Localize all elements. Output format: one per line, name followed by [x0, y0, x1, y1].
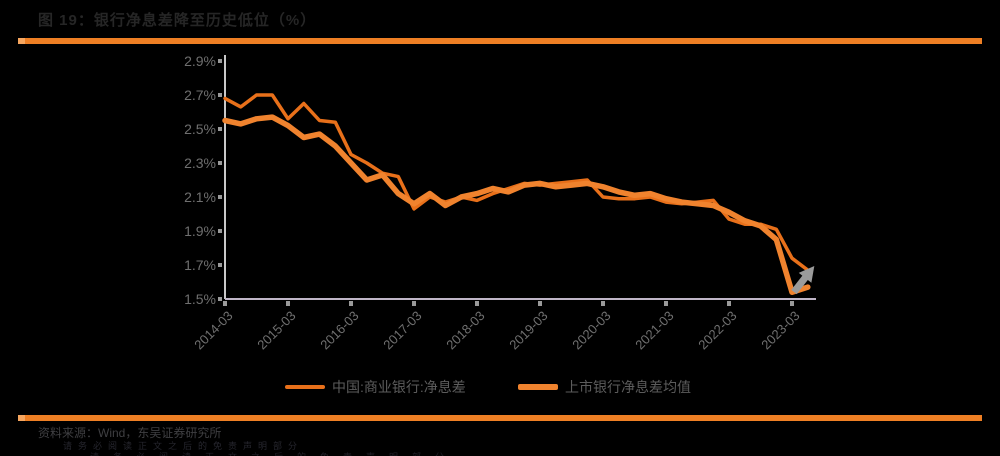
- y-tick-mark: [218, 229, 222, 233]
- legend-swatch-thick-line: [518, 384, 558, 390]
- y-tick-mark: [218, 93, 222, 97]
- legend-item-listed-banks: 上市银行净息差均值: [518, 378, 691, 396]
- y-tick-label: 2.5%: [184, 121, 216, 137]
- x-tick-label: 2014-03: [191, 308, 236, 353]
- x-tick-label: 2020-03: [569, 308, 614, 353]
- y-tick-mark: [218, 161, 222, 165]
- trend-arrow-icon: [791, 265, 815, 295]
- y-tick-label: 2.7%: [184, 87, 216, 103]
- x-tick-mark: [727, 301, 731, 306]
- y-tick-mark: [218, 127, 222, 131]
- x-tick-label: 2017-03: [380, 308, 425, 353]
- legend-item-commercial-banks: 中国:商业银行:净息差: [285, 378, 466, 396]
- y-tick-label: 2.3%: [184, 155, 216, 171]
- y-tick-mark: [218, 59, 222, 63]
- y-tick-mark: [218, 195, 222, 199]
- x-tick-mark: [790, 301, 794, 306]
- x-tick-label: 2016-03: [317, 308, 362, 353]
- footer-clipped-text: 请务必阅读正文之后的免责声明部分: [90, 450, 458, 456]
- x-tick-label: 2021-03: [632, 308, 677, 353]
- trend-arrow-shaft: [791, 274, 810, 295]
- footer-disclaimer: 请务必阅读正文之后的免责声明部分: [63, 441, 304, 451]
- x-tick-mark: [475, 301, 479, 306]
- series-line-listed-banks: [222, 114, 811, 295]
- footer-accent-bar: [18, 415, 982, 421]
- legend-label-commercial-banks: 中国:商业银行:净息差: [332, 379, 466, 395]
- x-tick-mark: [349, 301, 353, 306]
- source-note: 资料来源：Wind，东吴证券研究所: [38, 426, 222, 440]
- y-tick-label: 1.9%: [184, 223, 216, 239]
- x-tick-label: 2018-03: [443, 308, 488, 353]
- title-underline-bar: [18, 38, 982, 44]
- trend-arrow-head: [798, 265, 815, 283]
- x-tick-mark: [412, 301, 416, 306]
- y-tick-label: 2.1%: [184, 189, 216, 205]
- x-tick-mark: [601, 301, 605, 306]
- x-tick-mark: [664, 301, 668, 306]
- y-tick-mark: [218, 297, 222, 301]
- x-tick-label: 2015-03: [254, 308, 299, 353]
- x-tick-label: 2022-03: [695, 308, 740, 353]
- y-tick-label: 1.5%: [184, 291, 216, 307]
- chart-title: 图 19：银行净息差降至历史低位（%）: [38, 12, 317, 29]
- legend-label-listed-banks: 上市银行净息差均值: [565, 379, 691, 395]
- bar-left-notch: [18, 38, 25, 44]
- legend-swatch-thin-line: [285, 385, 325, 389]
- y-tick-label: 2.9%: [184, 53, 216, 69]
- chart-legend: 中国:商业银行:净息差 上市银行净息差均值: [0, 378, 1000, 396]
- x-tick-mark: [223, 301, 227, 306]
- x-tick-label: 2019-03: [506, 308, 551, 353]
- y-tick-label: 1.7%: [184, 257, 216, 273]
- x-tick-mark: [286, 301, 290, 306]
- bar-left-notch: [18, 415, 25, 421]
- y-tick-mark: [218, 263, 222, 267]
- series-line-commercial-banks: [223, 93, 810, 272]
- x-tick-label: 2023-03: [758, 308, 803, 353]
- x-tick-mark: [538, 301, 542, 306]
